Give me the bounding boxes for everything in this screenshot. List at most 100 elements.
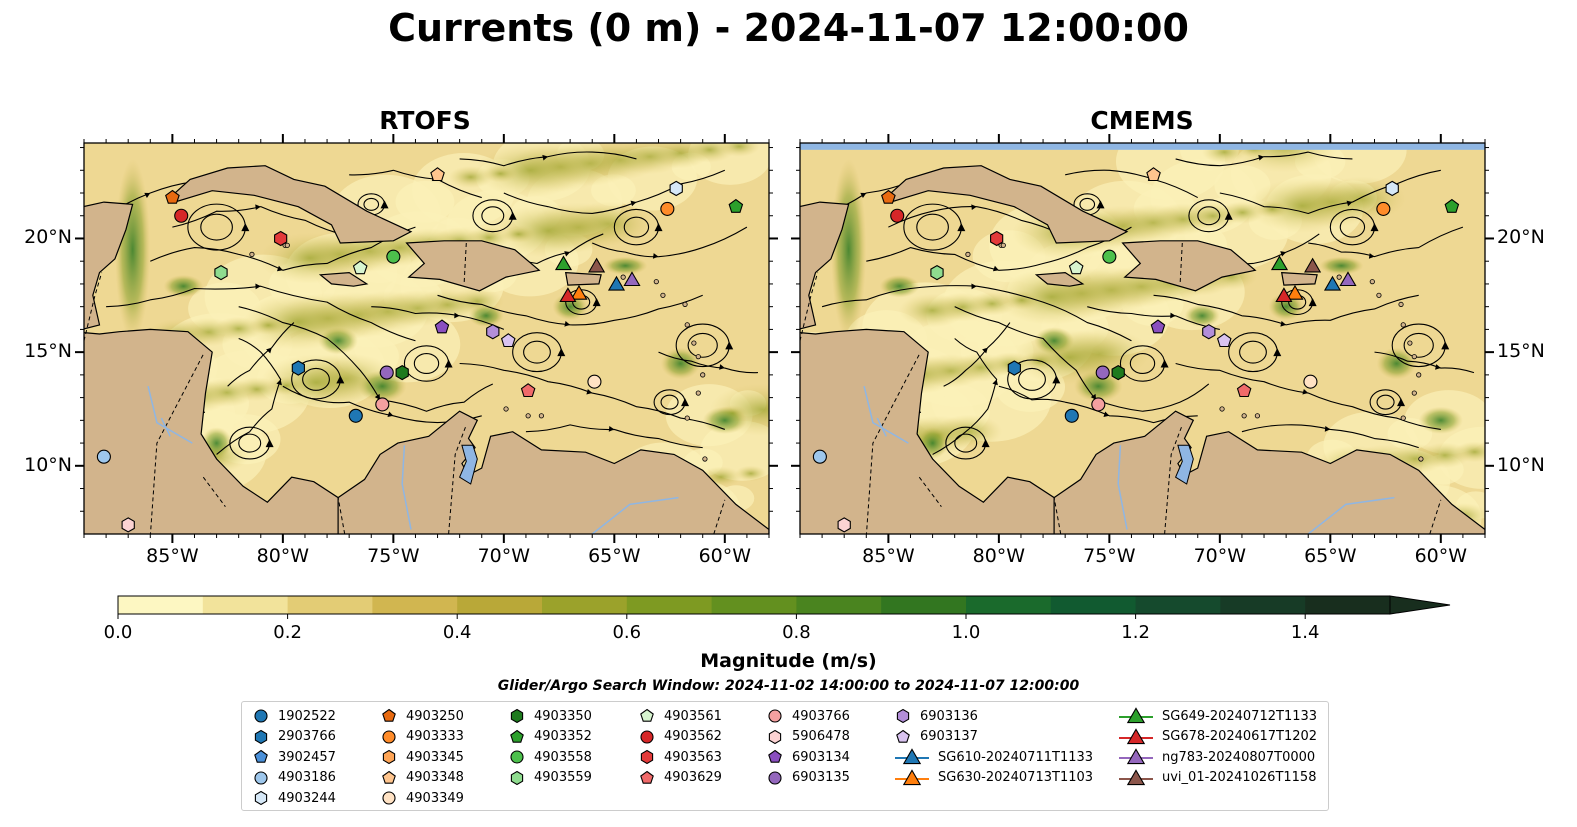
marker-4903352 (728, 198, 744, 213)
lat-tick-right: 10°N (1497, 453, 1545, 476)
lon-tick-rtofs: 75°W (367, 545, 420, 567)
marker-4903563 (274, 230, 288, 247)
legend-marker-icon (382, 770, 396, 784)
marker-4903629 (1236, 383, 1252, 398)
legend-item: 4903350 (508, 706, 592, 727)
colorbar-tick: 0.2 (273, 622, 302, 643)
colorbar-bin (711, 596, 797, 614)
lon-tick-cmems: 80°W (972, 545, 1026, 567)
marker-2903766 (291, 360, 305, 376)
marker-4903250 (165, 189, 180, 204)
islands-cmems (965, 242, 1424, 462)
legend-marker-icon (896, 709, 910, 724)
land-cmems (800, 165, 1485, 534)
legend-marker-icon (768, 750, 782, 763)
lat-tick-left: 15°N (24, 340, 72, 363)
colorbar-bin (287, 596, 373, 614)
legend-marker-icon (1119, 769, 1153, 785)
legend-label: 4903348 (406, 770, 464, 786)
legend-item: 4903186 (252, 768, 336, 789)
legend-marker-icon (768, 729, 782, 744)
legend-item: 3902457 (252, 747, 336, 768)
panel-title-cmems: CMEMS (1090, 106, 1194, 135)
marker-6903135 (379, 365, 394, 380)
marker-4903629 (520, 383, 536, 398)
marker-6903137 (500, 333, 516, 348)
borders-rtofs (84, 242, 726, 534)
legend-marker-icon (640, 709, 654, 722)
float-markers-cmems (812, 167, 1460, 533)
colorbar-bin (1050, 596, 1137, 614)
colorbar-bin (1305, 596, 1391, 614)
legend-item: 4903348 (380, 768, 464, 789)
marker-4903562 (890, 208, 905, 223)
marker-4903559 (214, 264, 228, 281)
legend-item: 4903766 (766, 706, 850, 727)
marker-6903134 (1150, 319, 1166, 334)
colorbar-tick: 1.2 (1121, 622, 1150, 643)
colorbar-bin (202, 596, 289, 614)
legend-label: 4903629 (664, 770, 722, 786)
marker-1902522 (348, 408, 363, 423)
legend-column: 4903766 5906478 6903134 6903135 (766, 706, 850, 788)
legend-marker-icon (254, 750, 268, 763)
legend-marker-icon (895, 748, 929, 765)
legend-item: ng783-20240807T0000 (1118, 747, 1317, 768)
lon-tick-rtofs: 85°W (146, 545, 199, 567)
land-puerto-rico (1280, 271, 1318, 286)
legend-marker-icon (768, 771, 782, 785)
colorbar-tick: 1.4 (1290, 622, 1320, 643)
marker-5906478 (837, 517, 851, 533)
lon-tick-cmems: 60°W (1414, 545, 1468, 567)
map-cmems (800, 143, 1485, 534)
marker-6903135 (1095, 365, 1110, 380)
colorbar-bin (372, 596, 458, 614)
colorbar-extend-arrow (1389, 595, 1451, 615)
map-frames (75, 134, 1494, 543)
colorbar-tick: 0.8 (782, 622, 811, 643)
marker-4903563 (990, 230, 1004, 247)
legend-item: SG610-20240711T1133 (894, 747, 1093, 768)
marker-4903186 (96, 449, 111, 464)
colorbar-bin (542, 596, 628, 614)
legend-marker-icon (640, 750, 654, 765)
legend-item: 4903349 (380, 788, 464, 809)
legend-item: 4903352 (508, 727, 592, 748)
rivers-cmems (863, 386, 1395, 534)
lon-tick-rtofs: 65°W (588, 545, 641, 567)
islands-rtofs (249, 242, 708, 462)
legend-item: 6903134 (766, 747, 850, 768)
legend-marker-icon (382, 709, 396, 722)
lon-tick-cmems: 75°W (1083, 545, 1136, 567)
legend-marker-icon (1119, 728, 1153, 744)
colorbar-bin (457, 596, 543, 614)
lon-tick-cmems: 65°W (1304, 545, 1357, 567)
legend-label: 4903561 (664, 708, 722, 724)
marker-SG610-20240711T1133 (1323, 275, 1342, 291)
legend-marker-icon (510, 770, 524, 785)
marker-4903348 (430, 167, 445, 182)
legend-label: 3902457 (278, 749, 336, 765)
legend-label: 6903136 (920, 708, 978, 724)
marker-4903333 (660, 201, 675, 216)
legend-label: 4903186 (278, 770, 336, 786)
marker-6903134 (434, 319, 450, 334)
marker-4903766 (1091, 397, 1106, 412)
lat-tick-right: 20°N (1497, 226, 1545, 249)
page-title: Currents (0 m) - 2024-11-07 12:00:00 (388, 6, 1189, 50)
legend-item: 6903137 (894, 727, 1093, 748)
legend-marker-icon (1119, 707, 1153, 724)
marker-4903558 (386, 249, 401, 264)
lon-tick-cmems: 70°W (1193, 545, 1247, 567)
marker-ng783-20240807T0000 (623, 271, 641, 287)
marker-4903244 (1385, 180, 1399, 197)
legend-label: 4903562 (664, 729, 722, 745)
marker-SG630-20240713T1103 (1286, 284, 1304, 300)
legend-label: 4903766 (792, 708, 850, 724)
land-jamaica (1034, 271, 1085, 287)
legend-item: 6903135 (766, 768, 850, 789)
lat-tick-left: 20°N (24, 226, 72, 249)
marker-4903559 (930, 264, 944, 281)
legend-label: 6903137 (920, 729, 978, 745)
marker-4903561 (352, 260, 368, 275)
